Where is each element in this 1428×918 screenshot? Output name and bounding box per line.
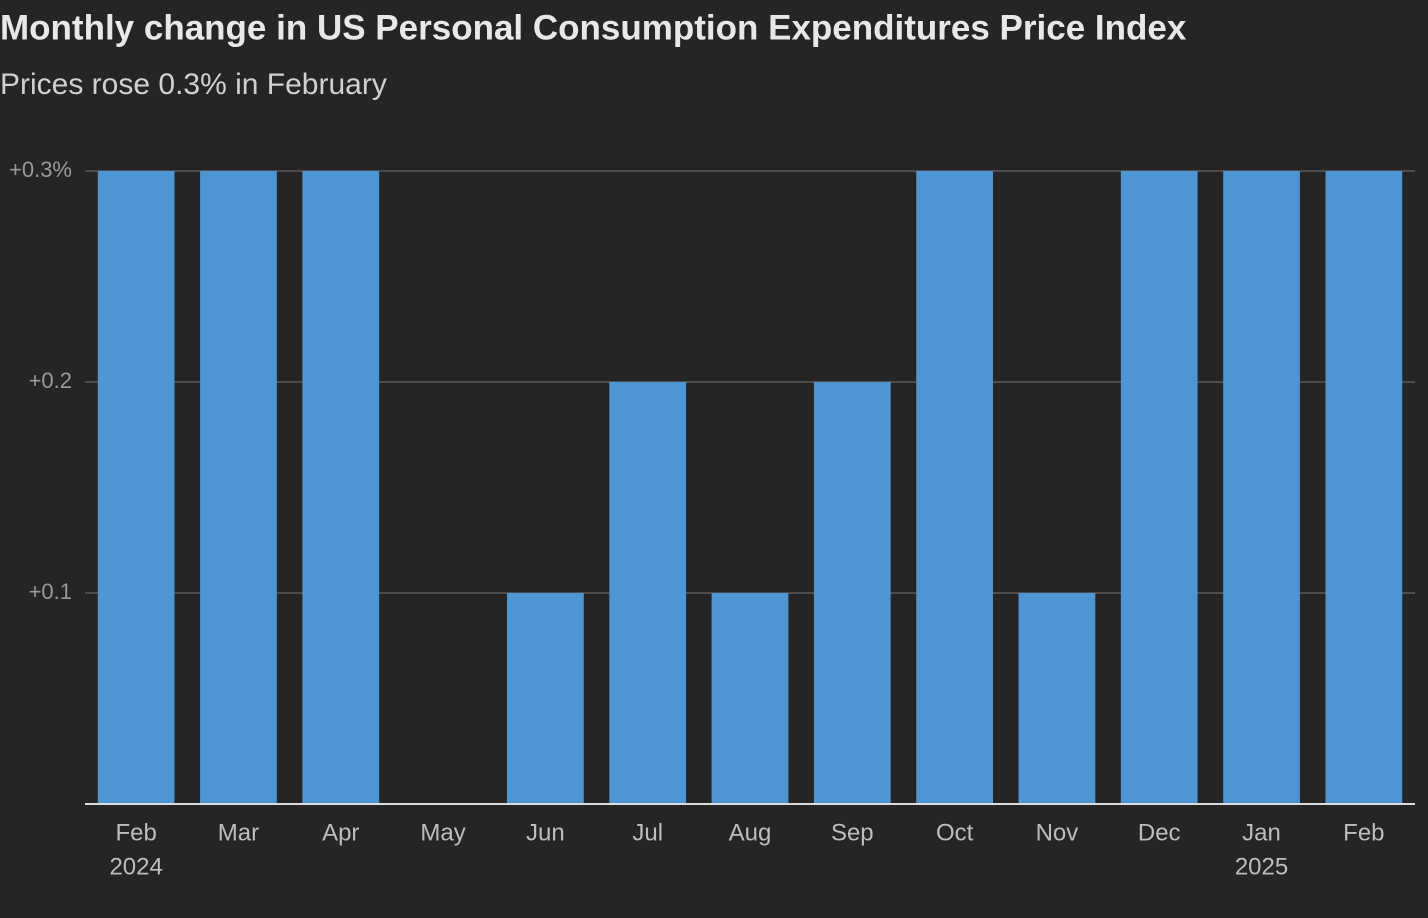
bar — [916, 171, 993, 804]
x-tick-label: Jun — [526, 819, 565, 846]
chart-subtitle: Prices rose 0.3% in February — [0, 68, 387, 101]
y-tick-label: +0.2 — [29, 368, 72, 393]
x-tick-label: May — [420, 819, 465, 846]
x-tick-label: Aug — [729, 819, 772, 846]
x-tick-label: Sep — [831, 819, 874, 846]
x-tick-label: Apr — [322, 819, 359, 846]
x-tick-label: Dec — [1138, 819, 1181, 846]
bar — [1120, 171, 1198, 804]
bar — [200, 171, 277, 804]
x-tick-year: 2024 — [109, 853, 162, 880]
x-tick-label: Jul — [632, 819, 663, 846]
bar — [302, 171, 380, 804]
x-tick-year: 2025 — [1235, 853, 1288, 880]
bar — [1223, 171, 1300, 804]
bar — [1325, 171, 1403, 804]
y-tick-label: +0.3% — [9, 157, 72, 182]
bar — [1018, 593, 1096, 804]
bar — [609, 382, 687, 804]
x-tick-label: Nov — [1036, 819, 1079, 846]
bar — [97, 171, 175, 804]
chart-title: Monthly change in US Personal Consumptio… — [0, 8, 1187, 47]
x-tick-label: Oct — [936, 819, 974, 846]
bar — [813, 382, 891, 804]
x-tick-label: Feb — [1343, 819, 1384, 846]
bar — [507, 593, 584, 804]
x-tick-label: Jan — [1242, 819, 1281, 846]
x-tick-label: Mar — [218, 819, 259, 846]
bar — [711, 593, 789, 804]
y-tick-label: +0.1 — [29, 579, 72, 604]
x-tick-label: Feb — [115, 819, 156, 846]
